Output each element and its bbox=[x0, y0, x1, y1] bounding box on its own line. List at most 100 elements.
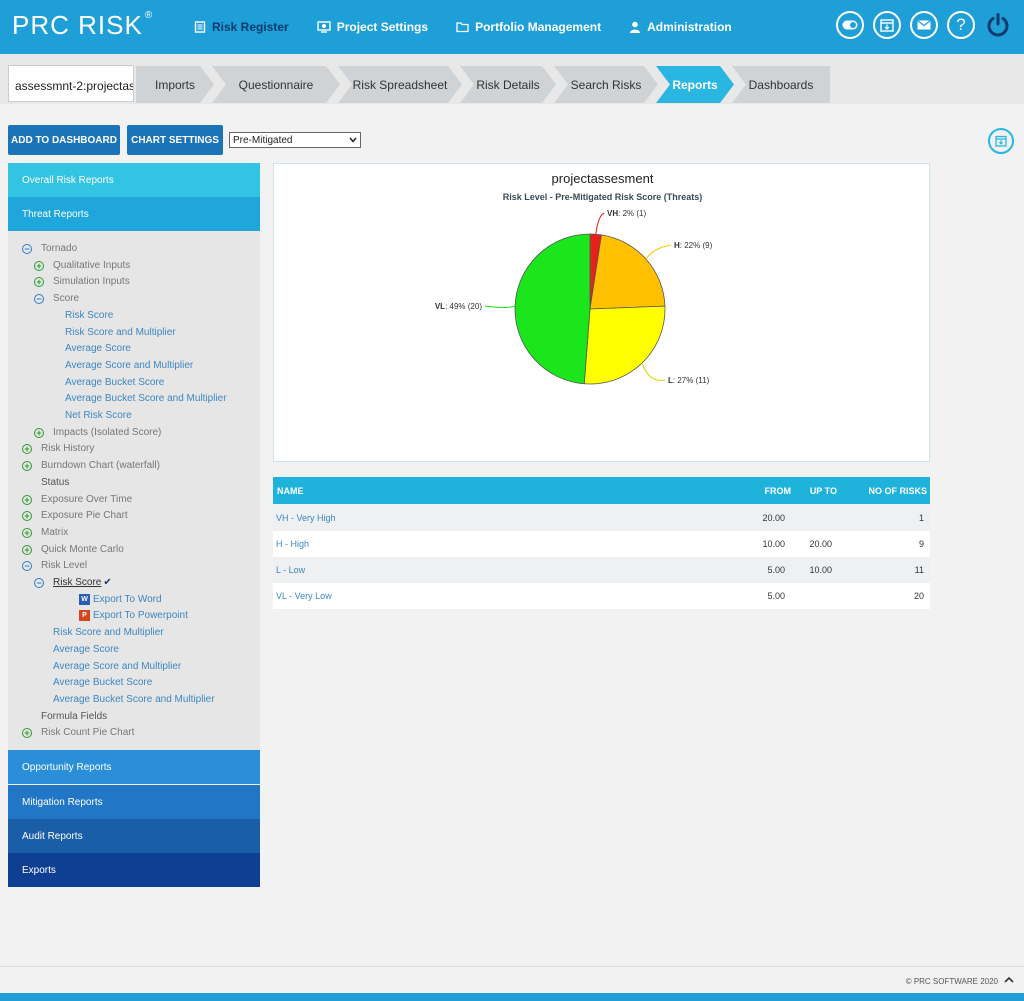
expand-icon[interactable]: + bbox=[22, 544, 32, 555]
tree-item-label: Average Bucket Score bbox=[53, 677, 153, 689]
pie-slice-vl[interactable] bbox=[514, 233, 591, 385]
header-name: NAME bbox=[277, 485, 304, 496]
pie-label-percent: 22% bbox=[684, 241, 700, 250]
step-risk-details[interactable]: Risk Details bbox=[460, 66, 556, 103]
sidebar-overall-risk-reports[interactable]: Overall Risk Reports bbox=[8, 163, 260, 197]
tree-item-burndown-chart-waterfall-[interactable]: Burndown Chart (waterfall) bbox=[41, 460, 160, 471]
tree-item-label: Risk History bbox=[41, 443, 95, 455]
tree-item-risk-score-and-multiplier[interactable]: Risk Score and Multiplier bbox=[65, 327, 176, 338]
step-label: Imports bbox=[154, 77, 195, 92]
tree-item-average-bucket-score-and-multiplier[interactable]: Average Bucket Score and Multiplier bbox=[65, 393, 227, 404]
mitigation-select[interactable]: Pre-Mitigated bbox=[229, 132, 361, 148]
collapse-icon[interactable]: − bbox=[22, 561, 32, 572]
sidebar-opportunity-reports[interactable]: Opportunity Reports bbox=[8, 750, 260, 784]
tree-item-average-bucket-score[interactable]: Average Bucket Score bbox=[53, 677, 152, 688]
tree-item-risk-score[interactable]: Risk Score bbox=[65, 310, 113, 321]
tree-item-risk-history[interactable]: Risk History bbox=[41, 443, 94, 454]
pie-slice-h[interactable] bbox=[589, 234, 666, 310]
collapse-icon[interactable]: − bbox=[34, 578, 44, 588]
tree-item-risk-score[interactable]: Risk Score ✔ bbox=[53, 577, 112, 588]
sidebar-exports[interactable]: Exports bbox=[8, 853, 260, 887]
expand-icon[interactable]: + bbox=[22, 494, 32, 505]
cell-from: 20.00 bbox=[762, 513, 785, 523]
bottom-strip bbox=[0, 993, 1024, 1001]
tree-item-quick-monte-carlo[interactable]: Quick Monte Carlo bbox=[41, 544, 124, 555]
tree-item-matrix[interactable]: Matrix bbox=[41, 527, 68, 538]
tree-item-label: Risk Score and Multiplier bbox=[53, 627, 164, 639]
sidebar-audit-reports[interactable]: Audit Reports bbox=[8, 819, 260, 853]
tree-item-average-score-and-multiplier[interactable]: Average Score and Multiplier bbox=[53, 661, 181, 672]
nav-portfolio-management[interactable]: Portfolio Management bbox=[456, 20, 601, 34]
tree-item-impacts-isolated-score-[interactable]: Impacts (Isolated Score) bbox=[53, 427, 161, 438]
tree-item-export-to-word[interactable]: W Export To Word bbox=[79, 593, 162, 605]
tree-item-net-risk-score[interactable]: Net Risk Score bbox=[65, 410, 132, 421]
power-icon[interactable] bbox=[984, 11, 1012, 39]
tree-item-risk-level[interactable]: Risk Level bbox=[41, 560, 87, 571]
help-icon[interactable]: ? bbox=[947, 11, 975, 39]
expand-icon[interactable]: + bbox=[22, 511, 32, 522]
cell-no-of-risks: 1 bbox=[918, 513, 924, 523]
pie-slice-l[interactable] bbox=[583, 305, 666, 385]
expand-icon[interactable]: + bbox=[34, 427, 44, 438]
sidebar-mitigation-reports[interactable]: Mitigation Reports bbox=[8, 785, 260, 819]
tree-item-formula-fields[interactable]: Formula Fields bbox=[41, 711, 107, 722]
nav-label: Risk Register bbox=[212, 20, 289, 34]
tree-item-simulation-inputs[interactable]: Simulation Inputs bbox=[53, 276, 130, 287]
step-dashboards[interactable]: Dashboards bbox=[732, 66, 830, 103]
tree-item-score[interactable]: Score bbox=[53, 293, 79, 304]
folder-icon bbox=[456, 22, 469, 33]
nav-label: Portfolio Management bbox=[475, 20, 602, 34]
tree-item-risk-count-pie-chart[interactable]: Risk Count Pie Chart bbox=[41, 727, 134, 738]
app-logo[interactable]: PRC RISK ® bbox=[12, 10, 154, 40]
tree-item-average-bucket-score-and-multiplier[interactable]: Average Bucket Score and Multiplier bbox=[53, 694, 215, 705]
collapse-icon[interactable]: − bbox=[22, 244, 32, 254]
toggle-icon[interactable] bbox=[836, 11, 864, 39]
add-to-dashboard-button[interactable]: ADD TO DASHBOARD bbox=[8, 125, 120, 155]
pie-label-percent: 2% bbox=[623, 209, 635, 218]
chart-panel: projectassesment Risk Level - Pre-Mitiga… bbox=[273, 163, 930, 462]
tree-item-label: Status bbox=[41, 476, 70, 488]
cell-name[interactable]: H - High bbox=[276, 539, 310, 549]
header-from: FROM bbox=[764, 485, 792, 496]
chart-settings-button[interactable]: CHART SETTINGS bbox=[127, 125, 223, 155]
expand-icon[interactable]: + bbox=[34, 277, 44, 288]
tree-item-exposure-pie-chart[interactable]: Exposure Pie Chart bbox=[41, 510, 128, 521]
nav-administration[interactable]: Administration bbox=[629, 20, 732, 34]
nav-risk-register[interactable]: Risk Register bbox=[194, 20, 289, 34]
expand-icon[interactable]: + bbox=[22, 444, 32, 455]
cell-name[interactable]: VH - Very High bbox=[276, 513, 336, 523]
tree-item-risk-score-and-multiplier[interactable]: Risk Score and Multiplier bbox=[53, 627, 164, 638]
nav-project-settings[interactable]: Project Settings bbox=[317, 20, 428, 34]
tree-item-tornado[interactable]: Tornado bbox=[41, 243, 77, 254]
expand-icon[interactable]: + bbox=[34, 260, 44, 271]
sidebar-threat-reports[interactable]: Threat Reports bbox=[8, 197, 260, 231]
expand-icon[interactable]: + bbox=[22, 527, 32, 538]
tree-item-qualitative-inputs[interactable]: Qualitative Inputs bbox=[53, 260, 130, 271]
tree-item-export-to-powerpoint[interactable]: P Export To Powerpoint bbox=[79, 610, 188, 622]
select-value: Pre-Mitigated bbox=[233, 134, 293, 146]
tree-item-exposure-over-time[interactable]: Exposure Over Time bbox=[41, 494, 132, 505]
mail-icon[interactable] bbox=[910, 11, 938, 39]
step-reports[interactable]: Reports bbox=[656, 66, 734, 103]
expand-icon[interactable]: + bbox=[22, 461, 32, 472]
calendar-icon[interactable] bbox=[873, 11, 901, 39]
header-no-of-risks: NO OF RISKS bbox=[868, 485, 927, 496]
step-risk-spreadsheet[interactable]: Risk Spreadsheet bbox=[338, 66, 462, 103]
tree-item-average-score[interactable]: Average Score bbox=[65, 343, 131, 354]
download-icon[interactable] bbox=[988, 128, 1014, 154]
cell-name[interactable]: L - Low bbox=[276, 565, 306, 575]
step-imports[interactable]: Imports bbox=[136, 66, 214, 103]
collapse-icon[interactable]: − bbox=[34, 294, 44, 305]
tree-item-average-score[interactable]: Average Score bbox=[53, 644, 119, 655]
tree-item-average-bucket-score[interactable]: Average Bucket Score bbox=[65, 377, 164, 388]
pie-label-h: H: 22% (9) bbox=[674, 241, 713, 250]
tree-item-average-score-and-multiplier[interactable]: Average Score and Multiplier bbox=[65, 360, 193, 371]
tree-item-label: Risk Level bbox=[41, 560, 88, 572]
step-questionnaire[interactable]: Questionnaire bbox=[212, 66, 340, 103]
expand-icon[interactable]: + bbox=[22, 728, 32, 739]
pie-connector-vl bbox=[484, 305, 516, 309]
scroll-top-icon[interactable] bbox=[1004, 975, 1014, 987]
cell-name[interactable]: VL - Very Low bbox=[276, 591, 332, 601]
step-search-risks[interactable]: Search Risks bbox=[554, 66, 658, 103]
tree-item-status[interactable]: Status bbox=[41, 477, 69, 488]
